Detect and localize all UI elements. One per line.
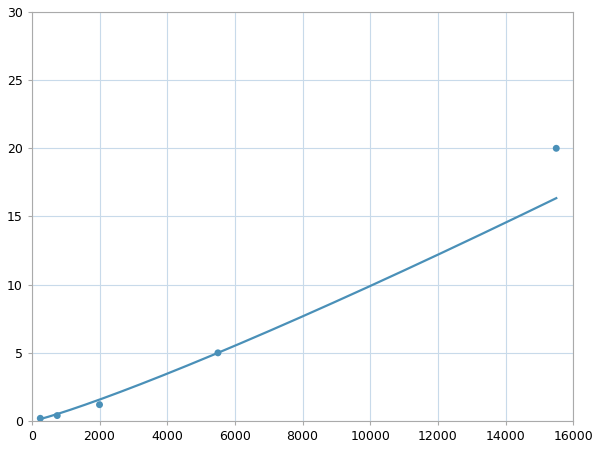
Point: [52, 412, 62, 419]
Point: [551, 145, 561, 152]
Point: [213, 349, 223, 356]
Point: [35, 415, 45, 422]
Point: [95, 401, 104, 408]
